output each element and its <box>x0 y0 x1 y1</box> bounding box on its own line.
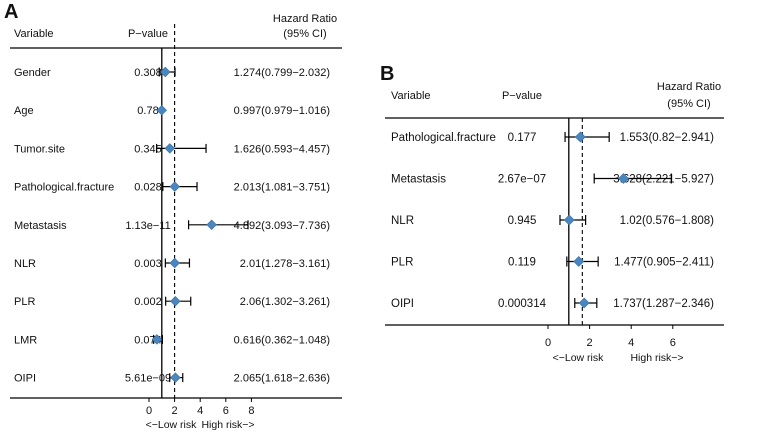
hazard-ratio-marker <box>563 214 575 226</box>
hazard-ratio-marker <box>151 334 163 345</box>
x-tick-label: 6 <box>223 405 229 417</box>
x-tick-label: 6 <box>670 337 676 349</box>
hazard-ratio-label: 2.01(1.278−3.161) <box>240 258 330 270</box>
forest-panel-b: B Variable P−value Hazard Ratio (95% CI) Path… <box>380 63 724 364</box>
variable-label: LMR <box>14 334 37 346</box>
x-tick-label: 0 <box>545 337 551 349</box>
x-tick-label: 2 <box>587 337 593 349</box>
header-ci: (95% CI) <box>283 28 326 40</box>
variable-label: NLR <box>14 258 36 270</box>
table-row: PLR 0.002 2.06(1.302−3.261) <box>14 295 330 308</box>
hazard-ratio-marker <box>170 295 181 307</box>
table-row: PLR 0.119 1.477(0.905−2.411) <box>391 256 714 269</box>
hazard-ratio-label: 2.06(1.302−3.261) <box>240 296 330 308</box>
pvalue-label: 0.78 <box>137 105 158 117</box>
hazard-ratio-marker <box>574 131 586 143</box>
forest-panel-a: A Variable P−value Hazard Ratio (95% CI) Gend… <box>4 1 342 431</box>
hazard-ratio-label: 1.626(0.593−4.457) <box>234 143 330 155</box>
variable-label: Age <box>14 105 34 117</box>
x-axis: 0 2 4 6 8 <box>146 397 254 417</box>
header-variable: Variable <box>14 28 54 40</box>
hazard-ratio-label: 0.997(0.979−1.016) <box>234 105 330 117</box>
table-row: NLR 0.945 1.02(0.576−1.808) <box>391 214 714 227</box>
variable-label: PLR <box>14 296 35 308</box>
hazard-ratio-label: 1.02(0.576−1.808) <box>620 215 714 227</box>
x-tick-label: 0 <box>146 405 152 417</box>
hazard-ratio-label: 0.616(0.362−1.048) <box>234 334 330 346</box>
variable-label: Pathological.fracture <box>391 132 496 144</box>
variable-label: Gender <box>14 67 51 79</box>
variable-label: OIPI <box>391 298 414 310</box>
x-tick-label: 4 <box>628 337 634 349</box>
pvalue-label: 0.945 <box>508 215 537 227</box>
hazard-ratio-label: 1.737(1.287−2.346) <box>613 298 714 310</box>
header-hazard-ratio: Hazard Ratio <box>273 13 337 25</box>
table-row: LMR 0.074 0.616(0.362−1.048) <box>14 334 330 346</box>
hazard-ratio-label: 1.477(0.905−2.411) <box>614 257 714 269</box>
hazard-ratio-marker <box>156 104 167 116</box>
header-ci: (95% CI) <box>667 98 710 110</box>
pvalue-label: 5.61e−09 <box>125 373 171 385</box>
high-risk-label: High risk−> <box>201 419 254 431</box>
pvalue-label: 0.177 <box>508 132 537 144</box>
panel-label: B <box>380 63 394 85</box>
hazard-ratio-label: 1.553(0.82−2.941) <box>620 132 714 144</box>
table-row: Pathological.fracture 0.177 1.553(0.82−2.9… <box>391 131 714 144</box>
variable-label: PLR <box>391 257 413 269</box>
x-tick-label: 4 <box>197 405 203 417</box>
variable-label: Pathological.fracture <box>14 182 114 194</box>
hazard-ratio-label: 3.628(2.221−5.927) <box>613 174 714 186</box>
low-risk-label: <−Low risk <box>146 419 198 431</box>
pvalue-label: 2.67e−07 <box>498 174 546 186</box>
table-row: Pathological.fracture 0.028 2.013(1.081−3.… <box>14 181 330 194</box>
hazard-ratio-marker <box>169 181 180 192</box>
header-variable: Variable <box>391 90 431 102</box>
panel-label: A <box>4 1 18 23</box>
x-axis: 0 2 4 6 <box>545 324 676 349</box>
variable-label: Metastasis <box>14 220 67 232</box>
pvalue-label: 0.002 <box>134 296 162 308</box>
hazard-ratio-marker <box>160 66 171 78</box>
pvalue-label: 1.13e−11 <box>125 220 170 232</box>
pvalue-label: 0.119 <box>508 257 536 269</box>
table-row: Age 0.78 0.997(0.979−1.016) <box>14 104 330 117</box>
variable-label: NLR <box>391 215 414 227</box>
header-pvalue: P−value <box>128 28 168 40</box>
hazard-ratio-marker <box>170 372 181 383</box>
hazard-ratio-label: 2.013(1.081−3.751) <box>234 182 330 194</box>
hazard-ratio-marker <box>164 143 176 154</box>
x-tick-label: 8 <box>248 405 254 417</box>
hazard-ratio-marker <box>169 257 180 269</box>
pvalue-label: 0.003 <box>134 258 162 270</box>
pvalue-label: 0.000314 <box>498 298 547 310</box>
variable-label: Tumor.site <box>14 143 65 155</box>
variable-label: Metastasis <box>391 174 446 186</box>
hazard-ratio-marker <box>206 219 217 231</box>
table-row: Metastasis 2.67e−07 3.628(2.221−5.927) <box>391 173 714 186</box>
hazard-ratio-label: 1.274(0.799−2.032) <box>234 67 330 79</box>
pvalue-label: 0.345 <box>134 143 162 155</box>
hazard-ratio-label: 4.892(3.093−7.736) <box>234 220 330 232</box>
pvalue-label: 0.308 <box>134 67 162 79</box>
table-row: OIPI 0.000314 1.737(1.287−2.346) <box>391 297 714 310</box>
x-tick-label: 2 <box>172 405 178 417</box>
header-pvalue: P−value <box>502 90 542 102</box>
low-risk-label: <−Low risk <box>553 352 605 364</box>
high-risk-label: High risk−> <box>630 352 683 364</box>
header-hazard-ratio: Hazard Ratio <box>657 81 721 93</box>
hazard-ratio-marker <box>573 256 585 267</box>
hazard-ratio-marker <box>618 173 629 184</box>
table-row: OIPI 5.61e−09 2.065(1.618−2.636) <box>14 372 330 385</box>
table-row: Metastasis 1.13e−11 4.892(3.093−7.736) <box>14 219 330 232</box>
hazard-ratio-marker <box>578 297 590 309</box>
table-row: Tumor.site 0.345 1.626(0.593−4.457) <box>14 143 330 155</box>
variable-label: OIPI <box>14 373 36 385</box>
table-row: NLR 0.003 2.01(1.278−3.161) <box>14 257 330 270</box>
pvalue-label: 0.028 <box>134 182 162 194</box>
hazard-ratio-label: 2.065(1.618−2.636) <box>234 373 330 385</box>
table-row: Gender 0.308 1.274(0.799−2.032) <box>14 66 330 79</box>
